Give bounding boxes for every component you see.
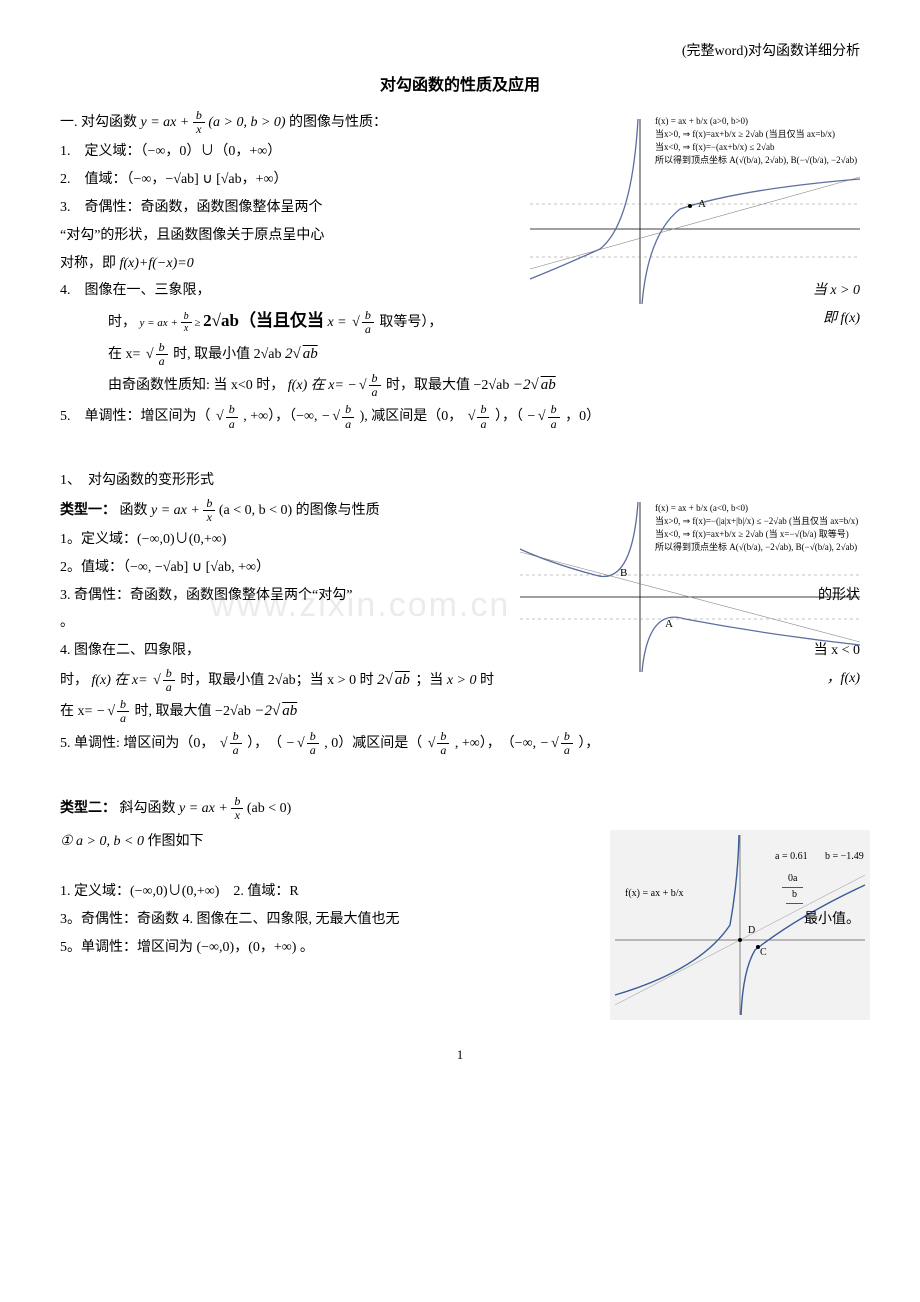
s1-p3b: “对勾”的形状，且函数图像关于原点呈中心 <box>60 224 860 248</box>
t2-c1: ① a > 0, b < 0 作图如下 <box>60 830 860 854</box>
t1-p4b: 时， f(x) 在 x= ba 时，取最小值 2√ab；当 x > 0 时 2√… <box>60 667 860 694</box>
s1-p4c: 在 x= ba 时, 取最小值 2√ab 2√ab <box>60 341 860 368</box>
s1-p4a-l: 4. 图像在一、三象限， <box>60 283 211 298</box>
t1-p2: 2。值域：（−∞, −√ab] ∪ [√ab, +∞） <box>60 556 860 580</box>
t1-p5-m1: ）， （ <box>247 736 282 751</box>
s1-heading: 一. 对勾函数 y = ax + bx (a > 0, b > 0) 的图像与性… <box>60 109 860 136</box>
t1-p4: 4. 图像在二、四象限， 当 x < 0 <box>60 639 860 663</box>
s1-p5-pre: 5. 单调性：增区间为（ <box>60 409 211 424</box>
t1-p3b: 。 <box>60 611 860 635</box>
s1-p4c-post: 时, 取最小值 2√ab <box>173 347 281 362</box>
t1-tail: (a < 0, b < 0) 的图像与性质 <box>219 502 380 517</box>
s1-p4d-pre: 由奇函数性质知: 当 x<0 时， <box>108 378 284 393</box>
t1-head: 类型一： 函数 y = ax + bx (a < 0, b < 0) 的图像与性… <box>60 497 860 524</box>
s1-p2: 2. 值域：（−∞，−√ab] ∪ [√ab，+∞） <box>60 168 860 192</box>
t1-p5-m2: , 0）减区间是（ <box>324 736 422 751</box>
sec2-title: 1、 对勾函数的变形形式 <box>60 469 860 493</box>
doc-header: (完整word)对勾函数详细分析 <box>60 40 860 64</box>
t1-p1: 1。定义域：(−∞,0)∪(0,+∞) <box>60 528 860 552</box>
t1-p4b-mid: f(x) 在 x= <box>92 673 148 688</box>
s1-p4a-r: 当 x > 0 <box>813 279 860 303</box>
t1-p3-l: 3. 奇偶性：奇函数，函数图像整体呈两个“对勾” <box>60 588 352 603</box>
t2-p3: 3。奇偶性：奇函数 4. 图像在二、四象限, 无最大值也无 最小值。 <box>60 908 860 932</box>
s1-p5-m1: , +∞），（−∞, <box>243 409 321 424</box>
t2-p1: 1. 定义域：(−∞,0)∪(0,+∞) 2. 值域：R <box>60 880 860 904</box>
s1-p5: 5. 单调性：增区间为（ ba , +∞），（−∞, −ba ), 减区间是（0… <box>60 403 860 430</box>
t2-p3-l: 3。奇偶性：奇函数 4. 图像在二、四象限, 无最大值也无 <box>60 912 400 927</box>
t2-p5: 5。单调性：增区间为 (−∞,0)，(0，+∞) 。 <box>60 936 860 960</box>
t2-label: 类型二： <box>60 801 116 816</box>
type1-block: www.zixin.com.cn f(x) = ax + b/x (a<0, b… <box>60 497 860 757</box>
t2-body: 斜勾函数 <box>120 801 176 816</box>
t1-p4b-mid2: 时，取最小值 2√ab；当 x > 0 时 <box>180 673 373 688</box>
t1-p5-pre: 5. 单调性: 增区间为（0， <box>60 736 214 751</box>
page-title: 对勾函数的性质及应用 <box>60 72 860 99</box>
t1-p4c: 在 x= −ba 时, 取最大值 −2√ab −2√ab <box>60 698 860 725</box>
t1-p5-m3: , +∞）， （−∞, <box>455 736 540 751</box>
s1-p4b-mid2: 取等号）， <box>379 315 442 330</box>
s1-p4d-mid: f(x) 在 x= <box>288 378 344 393</box>
s1-p5-m3: ），（ <box>495 409 523 424</box>
t2-p3-r: 最小值。 <box>804 908 860 932</box>
s1-p4d: 由奇函数性质知: 当 x<0 时， f(x) 在 x= −ba 时，取最大值 −… <box>60 372 860 399</box>
t1-label: 类型一： <box>60 502 116 517</box>
section-1: f(x) = ax + b/x (a>0, b>0) 当x>0, ⇒ f(x)=… <box>60 109 860 431</box>
s1-p4c-pre: 在 x= <box>108 347 140 362</box>
t2-head: 类型二： 斜勾函数 y = ax + bx (ab < 0) <box>60 795 860 822</box>
t1-p3: 3. 奇偶性：奇函数，函数图像整体呈两个“对勾” 的形状 <box>60 584 860 608</box>
t1-p4-r: 当 x < 0 <box>814 639 860 663</box>
s1-p4d-post: 时，取最大值 −2√ab <box>386 378 509 393</box>
t1-body: 函数 <box>120 502 148 517</box>
t1-p5: 5. 单调性: 增区间为（0， ba ）， （ −ba , 0）减区间是（ ba… <box>60 730 860 757</box>
t1-p4-l: 4. 图像在二、四象限， <box>60 643 200 658</box>
page-number: 1 <box>60 1044 860 1066</box>
t1-p4c-pre: 在 x= <box>60 704 92 719</box>
t1-p4c-post: 时, 取最大值 −2√ab <box>135 704 251 719</box>
s1-p4b: 时， y = ax + bx ≥ 2√ab（当且仅当 x = ba 取等号）， … <box>60 307 860 336</box>
s1-p3a: 3. 奇偶性：奇函数，函数图像整体呈两个 <box>60 196 860 220</box>
t1-p4b-pre: 时， <box>60 673 88 688</box>
s1-head-text: 一. 对勾函数 <box>60 115 137 130</box>
t1-p5-tail: ）， <box>578 736 599 751</box>
s1-p4a: 4. 图像在一、三象限， 当 x > 0 <box>60 279 860 303</box>
t1-p4b-r: ，f(x) <box>827 667 860 691</box>
s1-p4b-r: 即 f(x) <box>823 307 860 331</box>
t1-p3-r: 的形状 <box>818 584 860 608</box>
s1-p4b-mid: 2√ab（当且仅当 <box>203 311 324 330</box>
type2-block: 类型二： 斜勾函数 y = ax + bx (ab < 0) f(x) = ax… <box>60 795 860 1014</box>
s1-p1: 1. 定义域：（−∞，0）∪（0，+∞） <box>60 140 860 164</box>
s1-tail: 的图像与性质： <box>289 115 387 130</box>
t2-tail: (ab < 0) <box>247 801 291 816</box>
s1-p4b-pre: 时， <box>108 315 136 330</box>
s1-p5-m2: ), 减区间是（0， <box>360 409 463 424</box>
s1-p5-tail: ，0） <box>565 409 600 424</box>
s1-p3c: 对称，即 f(x)+f(−x)=0 <box>60 252 860 276</box>
